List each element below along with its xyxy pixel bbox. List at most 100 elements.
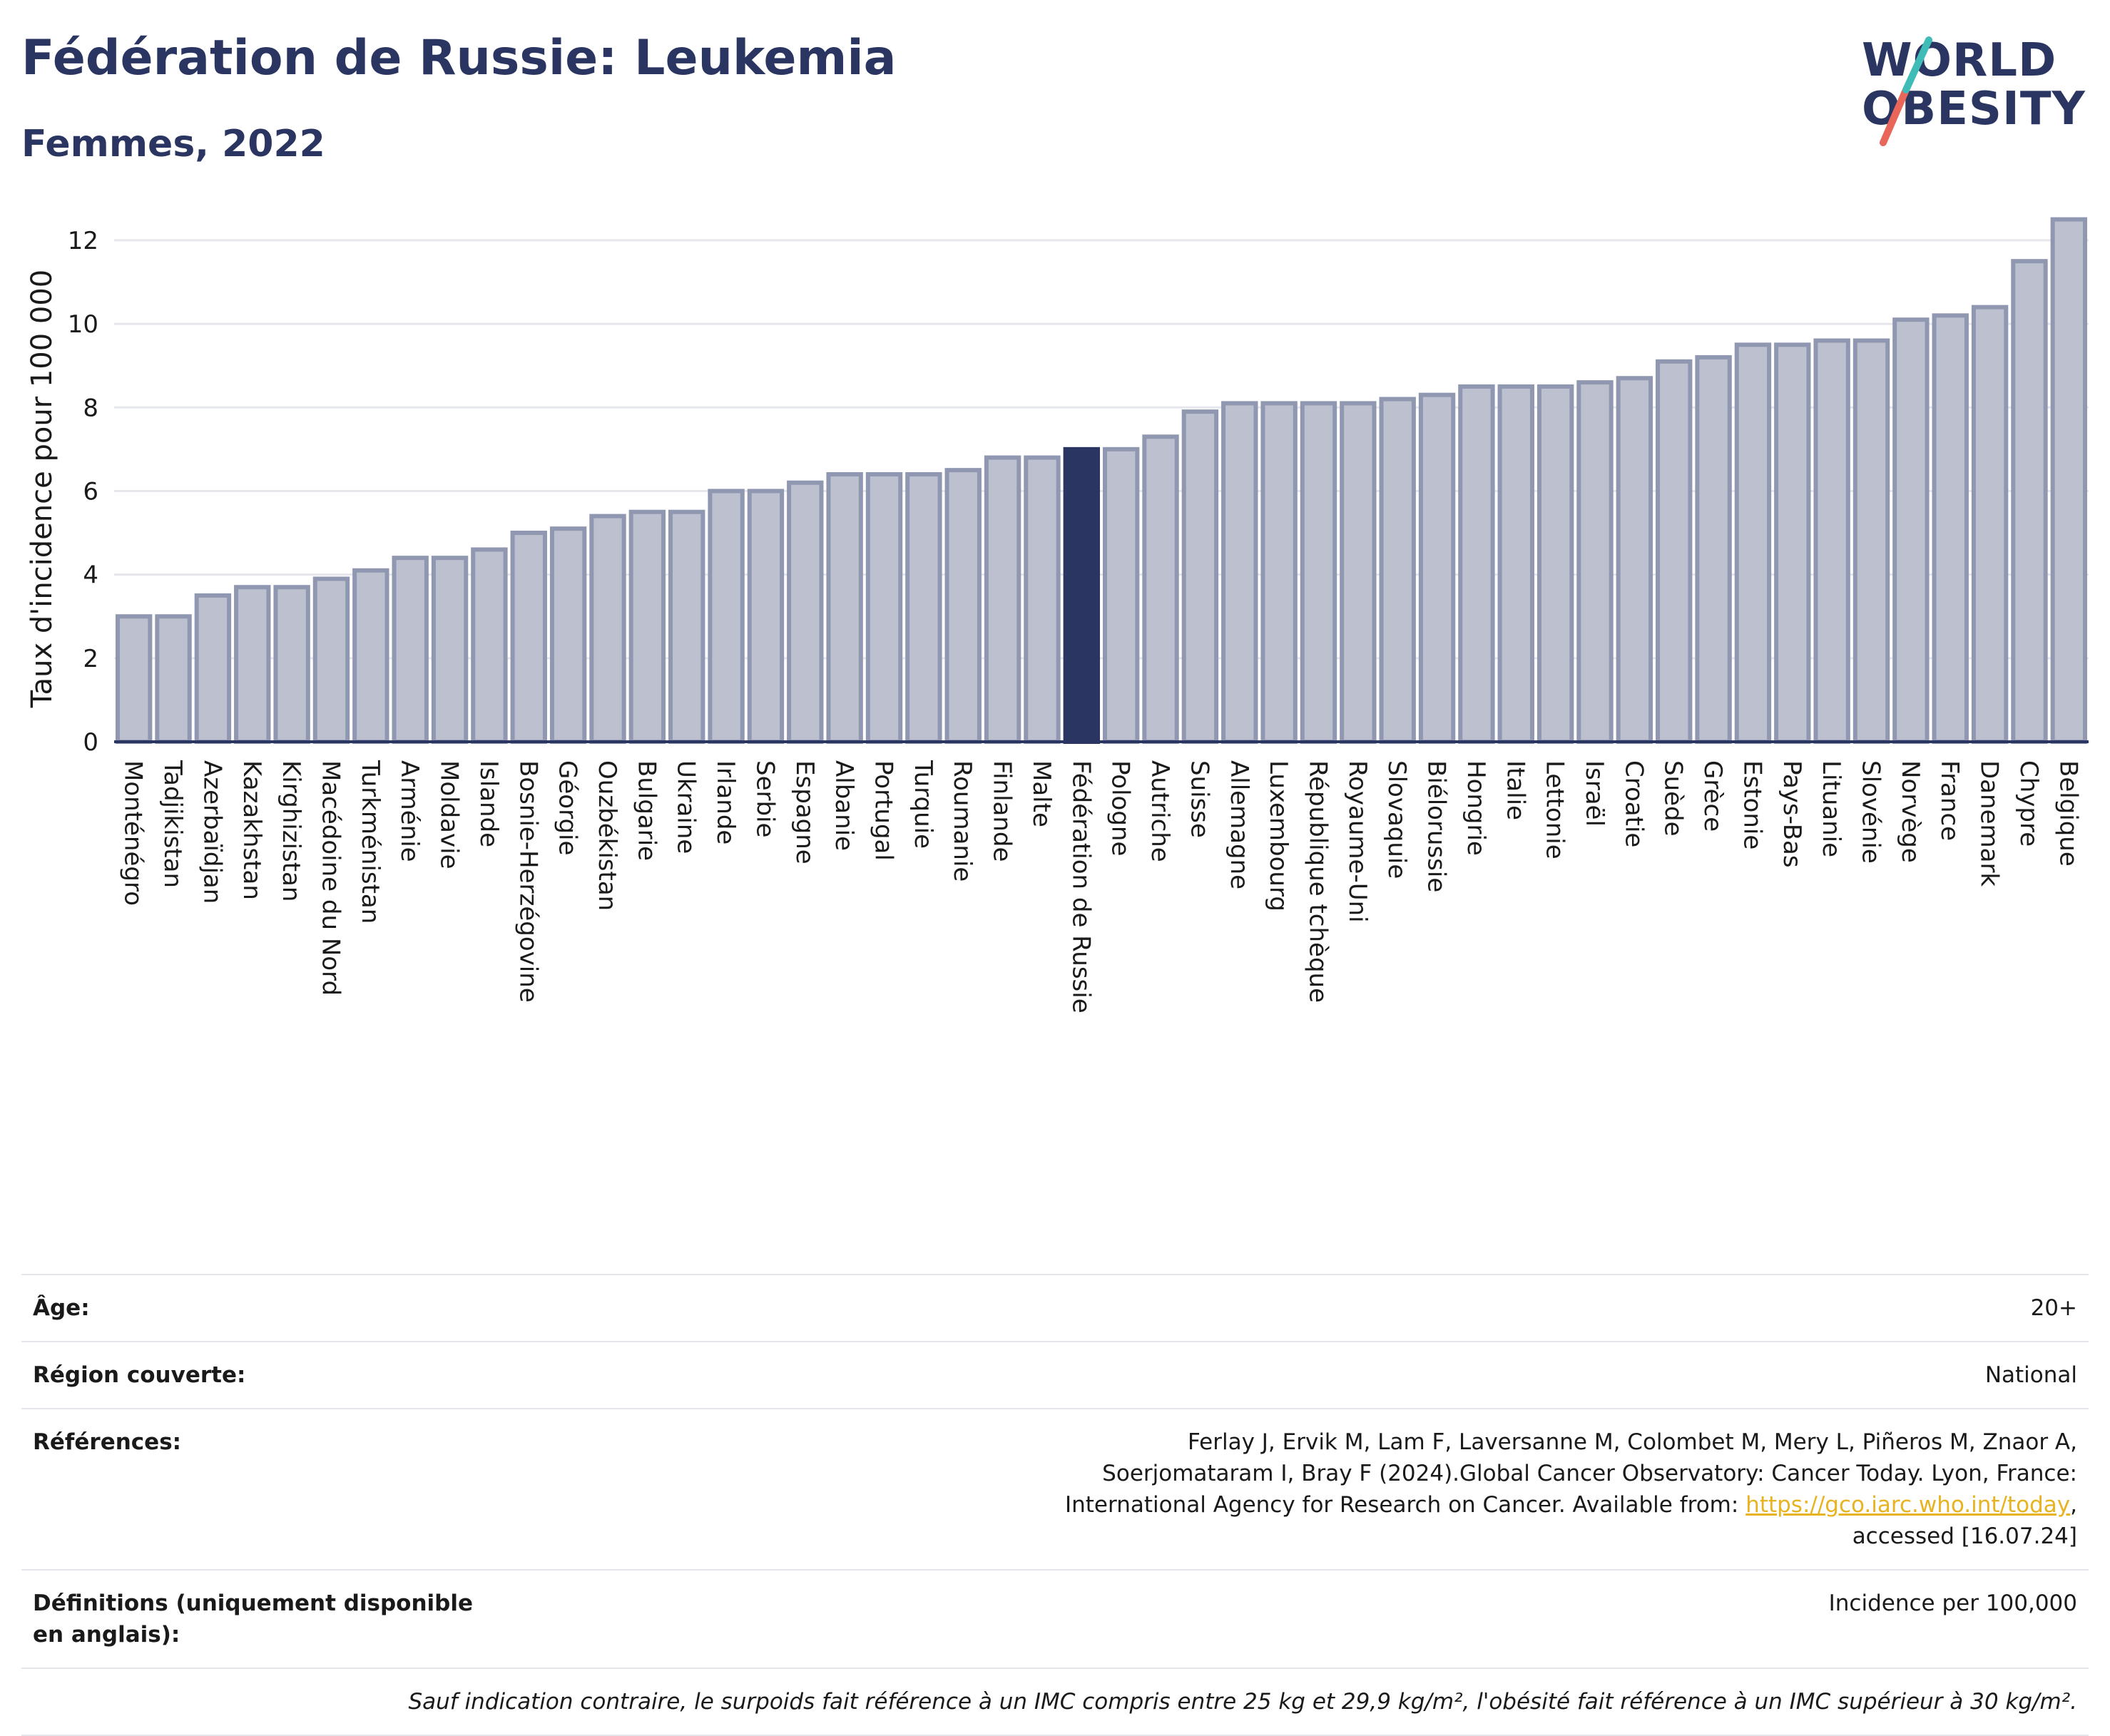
meta-row-age: Âge: 20+ xyxy=(21,1274,2089,1342)
meta-label: Région couverte: xyxy=(21,1341,515,1409)
x-tick-label: Grèce xyxy=(1698,760,1727,832)
bar-suède xyxy=(1656,359,1693,744)
x-tick-label: Macédoine du Nord xyxy=(316,760,345,996)
x-tick-label: Arménie xyxy=(395,760,424,862)
x-tick-label: Kirghizistan xyxy=(277,760,305,902)
y-tick-label: 10 xyxy=(68,310,98,339)
bar-géorgie xyxy=(549,526,587,744)
world-obesity-logo: WORLD OBESITY xyxy=(1862,34,2097,155)
x-tick-label: Lettonie xyxy=(1541,760,1569,859)
bar-estonie xyxy=(1734,342,1772,744)
x-tick-label: Lituanie xyxy=(1817,760,1845,857)
x-tick-label: Israël xyxy=(1580,760,1609,827)
y-tick-label: 12 xyxy=(68,227,98,255)
bar-malte xyxy=(1024,455,1061,744)
bar-bosnie-herzégovine xyxy=(510,531,547,744)
x-tick-label: Portugal xyxy=(870,760,898,861)
x-tick-label: Suisse xyxy=(1185,760,1213,838)
x-tick-label: Monténégro xyxy=(119,760,148,906)
bar-belgique xyxy=(2050,217,2088,744)
bar-luxembourg xyxy=(1260,401,1298,744)
x-tick-label: Moldavie xyxy=(435,760,464,869)
bar-italie xyxy=(1497,384,1534,744)
meta-value: 20+ xyxy=(515,1274,2089,1342)
bar-ouzbékistan xyxy=(589,514,626,744)
bar-moldavie xyxy=(431,556,469,744)
bar-serbie xyxy=(747,489,785,744)
x-tick-label: Croatie xyxy=(1619,760,1648,847)
x-tick-label: Azerbaïdjan xyxy=(198,760,226,904)
bar-ukraine xyxy=(668,509,705,744)
meta-label: Âge: xyxy=(21,1274,515,1342)
x-tick-label: Géorgie xyxy=(554,760,582,855)
bar-danemark xyxy=(1971,305,2009,744)
x-tick-label: Slovaquie xyxy=(1382,760,1411,879)
bar-croatie xyxy=(1616,376,1653,744)
y-tick-label: 0 xyxy=(83,728,98,757)
refs-accessed: , accessed [16.07.24] xyxy=(1852,1492,2077,1549)
bar-turquie xyxy=(905,472,942,744)
bar-israël xyxy=(1576,380,1614,744)
meta-row-region: Région couverte: National xyxy=(21,1341,2089,1409)
bar-slovénie xyxy=(1852,338,1890,744)
x-tick-label: Roumanie xyxy=(948,760,977,882)
bar-chart: 0 2 4 6 8 10 12 Monténégro Tadjikistan Azerbaïdj… xyxy=(26,217,2089,1013)
meta-row-references: Références: Ferlay J, Ervik M, Lam F, La… xyxy=(21,1408,2089,1570)
meta-label: Références: xyxy=(21,1408,515,1570)
y-axis-title: Taux d'incidence pour 100 000 xyxy=(26,270,58,708)
bar-azerbaïdjan xyxy=(194,593,232,744)
x-tick-label: Royaume-Uni xyxy=(1343,760,1372,923)
meta-row-note: Sauf indication contraire, le surpoids f… xyxy=(21,1668,2089,1736)
x-tick-label: Estonie xyxy=(1738,760,1766,849)
x-tick-label: Biélorussie xyxy=(1422,760,1451,892)
x-tick-label: Turquie xyxy=(909,760,937,849)
bar-norvège xyxy=(1892,317,1930,744)
bar-france xyxy=(1932,313,1969,744)
bar-macédoine-du-nord xyxy=(312,576,350,744)
page-subtitle: Femmes, 2022 xyxy=(21,123,325,165)
reference-link[interactable]: https://gco.iarc.who.int/today xyxy=(1745,1492,2071,1518)
x-tick-label: Irlande xyxy=(711,760,740,844)
bar-islande xyxy=(471,547,508,744)
bar-kazakhstan xyxy=(234,585,271,744)
x-tick-label: Luxembourg xyxy=(1264,760,1293,912)
x-tick-label: Ouzbékistan xyxy=(593,760,621,911)
bar-albanie xyxy=(826,472,863,744)
page-title: Fédération de Russie: Leukemia xyxy=(21,30,897,86)
bar-monténégro xyxy=(115,614,153,744)
x-tick-label: Tadjikistan xyxy=(158,760,187,888)
x-tick-label: Bulgarie xyxy=(632,760,661,861)
bar-slovaquie xyxy=(1379,397,1416,744)
bar-arménie xyxy=(392,556,429,744)
bar-finlande xyxy=(984,455,1021,744)
x-tick-label: Kazakhstan xyxy=(238,760,266,900)
logo-line-1: WORLD xyxy=(1862,34,2057,87)
x-tick-label: Fédération de Russie xyxy=(1066,760,1095,1013)
logo-slash-icon xyxy=(1880,36,1932,146)
bar-biélorussie xyxy=(1418,392,1456,744)
x-tick-label: Pologne xyxy=(1106,760,1135,856)
bar-chypre xyxy=(2011,259,2048,744)
bar-grèce xyxy=(1695,354,1732,744)
y-tick-label: 8 xyxy=(83,394,98,422)
x-tick-label: Malte xyxy=(1027,760,1056,827)
bar-bulgarie xyxy=(628,509,666,744)
x-tick-label: Espagne xyxy=(790,760,819,864)
bar-suisse xyxy=(1181,409,1219,744)
y-tick-label: 2 xyxy=(83,645,98,673)
x-tick-label: République tchèque xyxy=(1303,760,1332,1003)
x-tick-label: Bosnie-Herzégovine xyxy=(514,760,542,1003)
meta-value: Incidence per 100,000 xyxy=(515,1569,2089,1668)
x-tick-label: Hongrie xyxy=(1462,760,1490,856)
meta-row-definitions: Définitions (uniquement disponible en an… xyxy=(21,1569,2089,1668)
x-tick-label: Islande xyxy=(474,760,503,847)
x-tick-label: Albanie xyxy=(830,760,858,851)
meta-value: Ferlay J, Ervik M, Lam F, Laversanne M, … xyxy=(515,1408,2089,1570)
x-axis-labels: Monténégro Tadjikistan Azerbaïdjan Kazakhst… xyxy=(119,760,2083,1013)
refs-text: Ferlay J, Ervik M, Lam F, Laversanne M, … xyxy=(1064,1429,2077,1518)
x-tick-label: Danemark xyxy=(1975,760,2004,887)
meta-label: Définitions (uniquement disponible en an… xyxy=(21,1569,515,1668)
bar-royaume-uni xyxy=(1340,401,1377,744)
x-tick-label: France xyxy=(1935,760,1964,841)
x-tick-label: Autriche xyxy=(1146,760,1174,862)
